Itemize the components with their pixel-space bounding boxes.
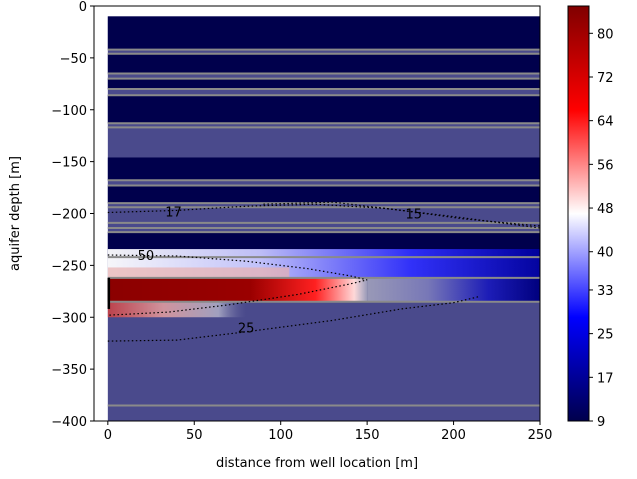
colorbar-tick-label: 33 — [597, 284, 614, 299]
aquifer-layer — [107, 95, 540, 124]
colorbar-scale — [567, 5, 590, 422]
plot-area: 17 15 50 25 — [94, 6, 540, 421]
contour-line — [107, 254, 368, 316]
y-axis-label: aquifer depth [m] — [8, 156, 23, 271]
aquifer-layer — [107, 157, 540, 181]
y-tick-label: −250 — [51, 259, 87, 274]
contour-label: 25 — [238, 322, 255, 337]
colorbar-tick-label: 40 — [597, 246, 614, 261]
contour-line — [107, 295, 480, 342]
x-tick-label: 0 — [104, 428, 112, 443]
aquifer-layer — [107, 185, 540, 204]
contour-line — [107, 203, 540, 229]
colorbar-tick-label: 9 — [597, 415, 605, 430]
aquifer-layer — [107, 16, 540, 50]
contour-label: 17 — [165, 205, 182, 220]
y-tick-label: −400 — [51, 415, 87, 430]
colorbar-tick-label: 17 — [597, 371, 614, 386]
x-tick-label: 50 — [186, 428, 203, 443]
y-tick-label: −100 — [51, 104, 87, 119]
colorbar-tick-label: 80 — [597, 27, 614, 42]
y-tick-label: −300 — [51, 311, 87, 326]
contour-label: 15 — [406, 208, 423, 223]
axes: 0 50 100 150 200 250 0 −50 −100 −150 −200 −250 −300 −… — [51, 0, 552, 443]
y-tick-label: 0 — [79, 0, 87, 15]
colorbar-tick-label: 64 — [597, 115, 614, 130]
colorbar-tick-label: 25 — [597, 328, 614, 343]
aquifer-layer — [107, 53, 540, 74]
colorbar-tick-label: 56 — [597, 158, 614, 173]
plume-upper-warm — [107, 267, 290, 278]
colorbar: 9 17 25 33 40 48 56 64 72 80 — [567, 5, 614, 430]
x-tick-label: 150 — [355, 428, 380, 443]
x-tick-label: 250 — [528, 428, 553, 443]
colorbar-tick-label: 72 — [597, 71, 614, 86]
aquifer-layer — [107, 78, 540, 89]
x-tick-label: 100 — [268, 428, 293, 443]
colorbar-tick-label: 48 — [597, 202, 614, 217]
plume-lower-zone — [107, 301, 247, 318]
plume-core — [107, 277, 368, 302]
x-axis-label: distance from well location [m] — [216, 456, 418, 471]
y-tick-label: −150 — [51, 156, 87, 171]
y-tick-label: −50 — [60, 52, 87, 67]
plume-tail — [367, 277, 540, 302]
y-tick-label: −200 — [51, 208, 87, 223]
y-tick-label: −350 — [51, 363, 87, 378]
x-tick-label: 200 — [441, 428, 466, 443]
contour-label: 50 — [138, 249, 155, 264]
